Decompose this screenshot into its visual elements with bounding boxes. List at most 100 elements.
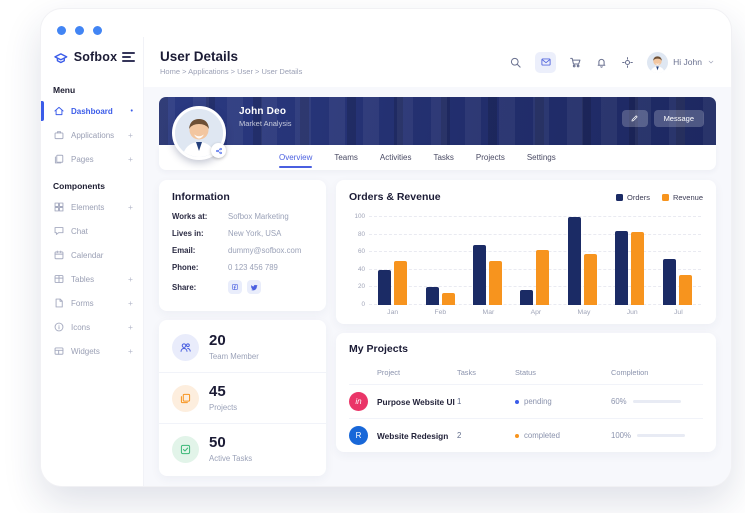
tab-teams[interactable]: Teams [334, 153, 358, 162]
facebook-icon[interactable] [228, 280, 242, 294]
projects-table: Project Tasks Status Completion in Purpose We… [349, 364, 703, 452]
sidebar-item-pages[interactable]: Pages + [41, 147, 143, 171]
tab-overview[interactable]: Overview [279, 147, 313, 168]
x-tick-label: Apr [530, 309, 542, 316]
bar-revenue-jan[interactable] [394, 261, 408, 305]
table-row[interactable]: R Website Redesign 2 completed 100% [349, 418, 703, 452]
sidebar-item-applications[interactable]: Applications + [41, 123, 143, 147]
column-header-completion: Completion [611, 368, 649, 377]
message-button[interactable]: Message [653, 110, 704, 127]
share-label: Share: [172, 282, 197, 292]
profile-photo [172, 106, 226, 160]
tab-projects[interactable]: Projects [475, 153, 505, 162]
search-icon[interactable] [509, 56, 522, 69]
bell-icon[interactable] [595, 56, 608, 69]
table-row[interactable]: in Purpose Website UI 1 pending 60% [349, 384, 703, 418]
stat-row-projects: 45 Projects [159, 373, 326, 424]
bar-orders-jan[interactable] [378, 269, 392, 305]
profile-tabs: Overview Teams Activities Tasks Projects Sett… [279, 147, 556, 168]
sidebar-item-icons[interactable]: Icons + [41, 315, 143, 339]
sidebar-section-label: Menu [53, 85, 76, 95]
info-row: Phone: 0 123 456 789 [172, 263, 313, 272]
content-area: Overview Teams Activities Tasks Projects Sett… [144, 87, 731, 486]
project-name: Website Redesign [377, 430, 449, 441]
x-tick-label: Jan [387, 309, 399, 316]
bar-revenue-apr[interactable] [536, 250, 550, 305]
user-menu[interactable]: Hi John [647, 51, 715, 73]
window-dot[interactable] [93, 26, 102, 35]
briefcase-icon [53, 129, 65, 141]
status-label: pending [524, 397, 552, 406]
info-label: Email: [172, 246, 196, 255]
sidebar-item-label: Calendar [71, 250, 104, 260]
profile-banner: Overview Teams Activities Tasks Projects Sett… [159, 97, 716, 170]
sidebar-item-label: Elements [71, 202, 105, 212]
stat-value: 45 [209, 383, 226, 400]
project-name: Purpose Website UI [377, 396, 455, 407]
chat-icon [53, 225, 65, 237]
bar-revenue-jun[interactable] [631, 231, 645, 305]
bar-orders-jul[interactable] [662, 259, 676, 305]
user-greeting: Hi John [673, 57, 702, 67]
gridline: 60 [358, 248, 701, 255]
orders-revenue-card: Orders & Revenue Orders Revenue 0 20 40 60 80… [336, 180, 716, 324]
chart-bars [369, 217, 701, 305]
topbar: User Details Home > Applications > User … [144, 37, 731, 87]
legend-swatch [616, 193, 624, 201]
stat-text: 45 Projects [209, 384, 237, 412]
bar-orders-may[interactable] [567, 217, 581, 305]
tab-activities[interactable]: Activities [379, 153, 412, 162]
bar-revenue-jul[interactable] [678, 275, 692, 305]
sidebar-item-widgets[interactable]: Widgets + [41, 339, 143, 363]
window-dot[interactable] [75, 26, 84, 35]
stat-text: 20 Team Member [209, 333, 259, 361]
app-window: Sofbox Menu Dashboard • Applications + Pages +… [40, 8, 732, 487]
project-cell: R Website Redesign [349, 426, 457, 445]
bar-group-jun [615, 217, 645, 305]
sidebar-item-dashboard[interactable]: Dashboard • [41, 99, 143, 123]
profile-cover [159, 97, 716, 145]
user-avatar [647, 51, 669, 73]
edit-profile-button[interactable] [621, 110, 648, 127]
cart-icon[interactable] [569, 56, 582, 69]
check-square-icon [172, 435, 199, 463]
bar-group-jan [378, 217, 408, 305]
sidebar-toggle-icon[interactable] [122, 50, 135, 64]
tasks-cell: 1 [457, 397, 462, 406]
sidebar-item-calendar[interactable]: Calendar [41, 243, 143, 267]
copy-icon [172, 384, 199, 412]
fullscreen-icon[interactable] [621, 56, 634, 69]
gridline: 40 [358, 266, 701, 273]
sidebar-item-tables[interactable]: Tables + [41, 267, 143, 291]
sidebar-item-label: Chat [71, 226, 88, 236]
twitter-icon[interactable] [247, 280, 261, 294]
share-icon[interactable] [211, 143, 226, 158]
x-tick-label: Jun [626, 309, 638, 316]
bar-revenue-mar[interactable] [489, 261, 503, 305]
stat-label: Team Member [209, 352, 259, 361]
stat-row-team-member: 20 Team Member [159, 322, 326, 373]
breadcrumb[interactable]: Home > Applications > User > User Detail… [160, 66, 303, 76]
tab-settings[interactable]: Settings [526, 153, 556, 162]
sofbox-logo-icon [53, 49, 69, 65]
sidebar-item-elements[interactable]: Elements + [41, 195, 143, 219]
completion-percent: 60% [611, 397, 627, 406]
window-dot[interactable] [57, 26, 66, 35]
bar-revenue-may[interactable] [583, 253, 597, 305]
bar-orders-jun[interactable] [615, 231, 629, 305]
mail-icon[interactable] [535, 51, 557, 73]
table-icon [53, 273, 65, 285]
sidebar-item-chat[interactable]: Chat [41, 219, 143, 243]
table-header-row: Project Tasks Status Completion [349, 364, 703, 384]
share-row: Share: [172, 280, 313, 294]
column-header-tasks: Tasks [457, 368, 476, 377]
bar-orders-feb[interactable] [425, 287, 439, 305]
gridline: 100 [354, 213, 701, 220]
tab-tasks[interactable]: Tasks [433, 153, 454, 162]
bar-orders-mar[interactable] [473, 245, 487, 305]
sidebar-item-forms[interactable]: Forms + [41, 291, 143, 315]
bar-orders-apr[interactable] [520, 290, 534, 305]
legend-label: Orders [627, 192, 650, 202]
info-row: Works at: Sofbox Marketing [172, 212, 313, 221]
bar-revenue-feb[interactable] [441, 292, 455, 305]
